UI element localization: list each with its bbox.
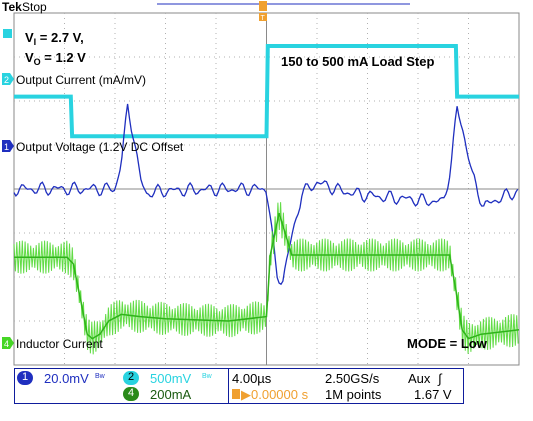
timebase-readout[interactable]: 4.00µs [232,371,272,386]
ch2-scale: 500mV [150,371,192,386]
trace-output-current-ma-mv [14,44,519,139]
ch2-bw-icon: Bw [202,373,212,380]
ch2-badge-number: 2 [128,371,135,383]
ch1-bw-icon: Bw [95,373,105,380]
ch1-badge[interactable] [17,371,33,385]
channel-2-marker[interactable]: 2 [2,73,14,85]
output-voltage-annotation: VO = 1.2 V [25,50,86,67]
acquisition-status: Stop [22,0,47,14]
input-voltage-annotation: VI = 2.7 V, [25,30,84,47]
ch4-badge[interactable] [123,387,139,401]
trigger-source-readout[interactable]: Aux [408,371,431,386]
channel-4-marker[interactable]: 4 [2,337,14,349]
ch1-scale: 20.0mV [44,371,89,386]
trigger-level-readout[interactable]: 1.67 V [414,387,452,402]
channel-1-marker[interactable]: 1 [2,140,14,152]
waveform-traces [13,44,520,355]
ch4-scale: 200mA [150,387,192,402]
channel-2-offset-marker [3,29,12,38]
brand-label: Tek [2,0,22,14]
svg-text:1: 1 [4,142,9,152]
svg-text:4: 4 [4,339,9,349]
load-step-annotation: 150 to 500 mA Load Step [281,54,434,69]
channel-2-label: Output Current (mA/mV) [16,73,146,87]
channel-1-label: Output Voltage (1.2V DC Offset [16,140,184,154]
trigger-slope-icon: ∫ [438,371,442,386]
readout-divider [228,368,229,404]
trigger-position-readout[interactable]: ▶0.00000 s [241,387,309,402]
mode-annotation: MODE = Low [407,336,488,351]
channel-4-label: Inductor Current [16,337,103,351]
ch2-badge[interactable] [123,371,139,385]
trigger-position-marker[interactable]: T [259,1,267,22]
trigger-position-icon [232,389,240,399]
ch1-badge-number: 1 [22,371,29,383]
trace-inductor-current [14,212,520,340]
svg-text:2: 2 [4,75,9,85]
record-length-readout: 1M points [325,387,382,402]
sample-rate-readout: 2.50GS/s [325,371,380,386]
ch4-badge-number: 4 [128,387,135,399]
trace-output-voltage-1-2v-dc-offset [13,103,519,286]
svg-text:T: T [261,15,266,22]
